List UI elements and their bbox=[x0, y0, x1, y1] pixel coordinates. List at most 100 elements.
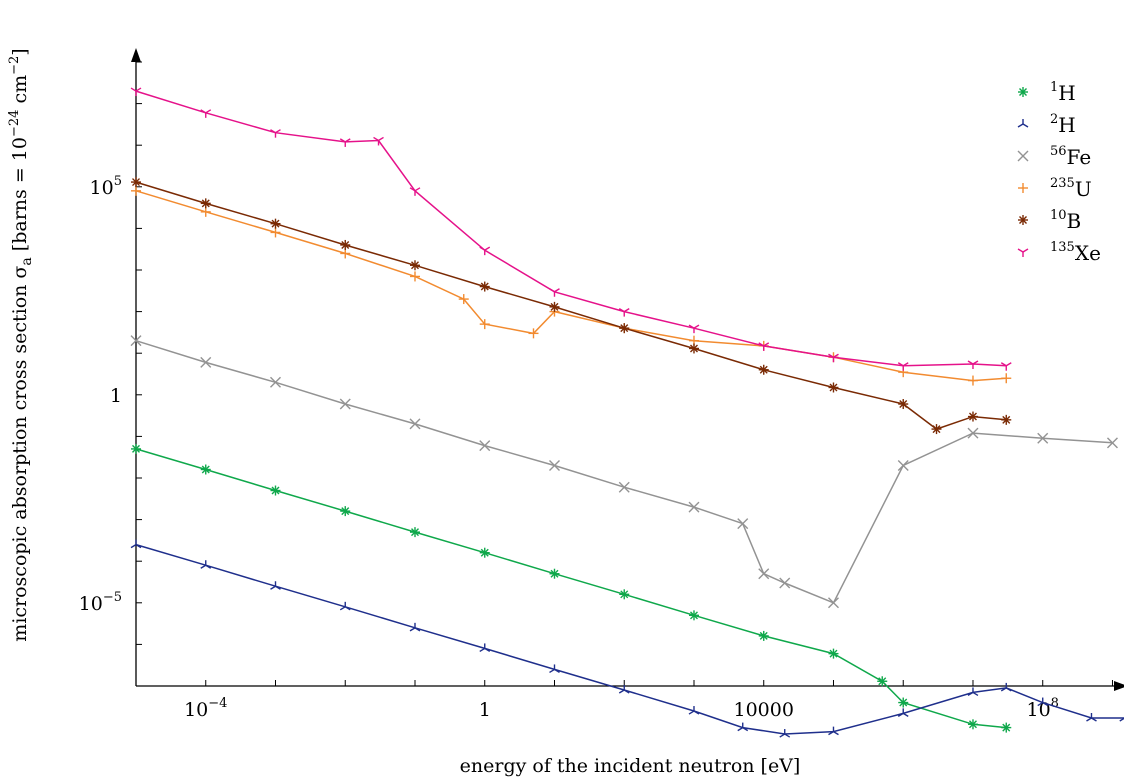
data-point bbox=[339, 138, 351, 147]
data-point bbox=[688, 610, 699, 621]
y-axis-label-exp: −24 bbox=[7, 110, 22, 137]
series-b-10 bbox=[131, 177, 1012, 435]
data-point bbox=[340, 506, 351, 517]
data-point bbox=[270, 376, 281, 388]
legend-label: 135Xe bbox=[1050, 240, 1101, 265]
data-point bbox=[967, 719, 978, 730]
data-point bbox=[1001, 414, 1012, 425]
data-point bbox=[270, 218, 281, 229]
data-point bbox=[898, 697, 909, 708]
data-point bbox=[409, 527, 420, 538]
data-point bbox=[200, 206, 211, 217]
data-point bbox=[931, 424, 942, 435]
data-point bbox=[409, 187, 421, 196]
y-tick-label: 10−5 bbox=[79, 590, 122, 615]
data-point bbox=[1106, 437, 1118, 449]
data-point bbox=[200, 464, 211, 475]
data-point bbox=[549, 568, 560, 579]
legend-marker bbox=[1017, 150, 1029, 162]
data-point bbox=[897, 708, 909, 717]
legend-label: 10B bbox=[1050, 208, 1081, 233]
data-point bbox=[1001, 373, 1012, 384]
legend-item: 235U bbox=[1018, 176, 1092, 201]
legend-item: 56Fe bbox=[1017, 144, 1091, 169]
data-point bbox=[479, 440, 491, 452]
legend-label: 2H bbox=[1050, 112, 1076, 137]
data-point bbox=[827, 597, 839, 609]
data-point bbox=[409, 271, 420, 282]
data-point bbox=[967, 360, 979, 370]
legend-label: 56Fe bbox=[1050, 144, 1091, 169]
data-point bbox=[458, 294, 469, 305]
legend-label: 235U bbox=[1050, 176, 1092, 201]
data-point bbox=[1037, 432, 1049, 444]
data-point bbox=[1086, 713, 1097, 722]
data-point bbox=[200, 560, 212, 569]
data-point bbox=[200, 198, 211, 209]
data-point bbox=[619, 589, 630, 600]
data-point bbox=[479, 319, 490, 330]
legend-label: 1H bbox=[1050, 80, 1076, 105]
data-point bbox=[130, 539, 142, 549]
legend-item: 2H bbox=[1017, 112, 1076, 137]
data-point bbox=[270, 581, 281, 590]
data-point bbox=[688, 501, 700, 513]
legend-marker bbox=[1017, 248, 1029, 257]
data-point bbox=[897, 362, 909, 371]
data-point bbox=[1001, 722, 1012, 733]
data-point bbox=[479, 246, 491, 256]
y-axis-label-main: microscopic absorption cross section σ bbox=[9, 266, 31, 642]
data-point bbox=[688, 343, 699, 354]
data-point bbox=[758, 342, 770, 351]
data-point bbox=[270, 227, 281, 238]
data-point bbox=[1000, 682, 1012, 692]
data-point bbox=[618, 307, 630, 317]
data-point bbox=[130, 335, 142, 347]
data-point bbox=[618, 481, 630, 493]
data-point bbox=[549, 301, 560, 312]
data-point bbox=[1119, 717, 1124, 722]
legend-marker bbox=[1018, 215, 1028, 225]
data-point bbox=[967, 375, 978, 386]
data-point bbox=[828, 726, 839, 736]
data-point bbox=[270, 485, 281, 496]
legend: 1H 2H 56Fe 235U 10B 135Xe bbox=[1017, 80, 1101, 265]
data-point bbox=[877, 676, 888, 687]
data-point bbox=[373, 136, 384, 146]
data-point bbox=[737, 722, 749, 732]
data-point bbox=[619, 323, 630, 334]
data-point bbox=[758, 630, 769, 641]
data-point bbox=[409, 260, 420, 271]
data-point bbox=[737, 518, 749, 530]
data-point bbox=[131, 185, 141, 196]
data-point bbox=[528, 328, 539, 339]
series-fe-56 bbox=[130, 335, 1118, 609]
x-axis-label: energy of the incident neutron [eV] bbox=[460, 755, 801, 777]
series-layer bbox=[130, 87, 1124, 738]
x-tick-label: 1 bbox=[479, 699, 491, 721]
data-point bbox=[758, 568, 770, 580]
x-tick-label: 10−4 bbox=[184, 696, 227, 721]
data-point bbox=[688, 706, 700, 715]
data-point bbox=[828, 382, 839, 393]
x-tick-label: 10000 bbox=[734, 699, 794, 721]
series-line bbox=[135, 543, 1124, 735]
data-point bbox=[200, 356, 212, 368]
legend-item: 135Xe bbox=[1017, 240, 1101, 265]
legend-item: 1H bbox=[1018, 80, 1076, 105]
data-point bbox=[828, 648, 839, 659]
data-point bbox=[779, 577, 791, 589]
data-point bbox=[549, 288, 560, 297]
data-point bbox=[779, 729, 791, 738]
data-point bbox=[1000, 362, 1012, 371]
series-line bbox=[135, 181, 1007, 430]
x-axis-arrow bbox=[1114, 681, 1124, 691]
series-h-2 bbox=[130, 539, 1124, 738]
legend-marker bbox=[1017, 119, 1029, 128]
data-point bbox=[340, 248, 351, 259]
y-axis-label-close: ] bbox=[9, 48, 31, 55]
y-axis-label: microscopic absorption cross section σa … bbox=[7, 48, 35, 641]
data-point bbox=[828, 353, 839, 363]
y-tick-label: 1 bbox=[110, 385, 122, 407]
